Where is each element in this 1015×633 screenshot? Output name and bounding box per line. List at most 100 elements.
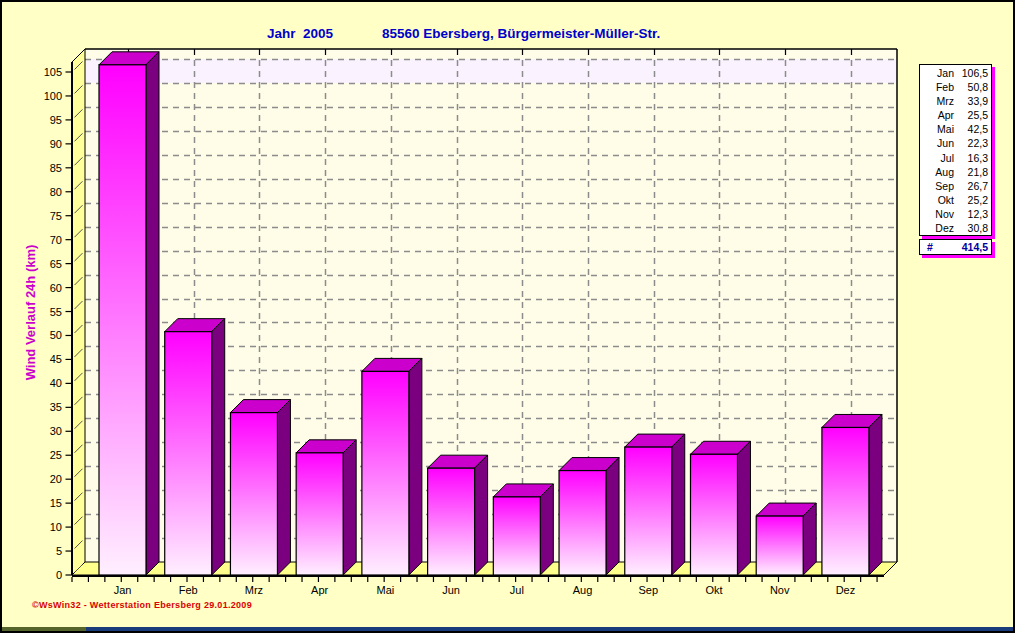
legend-month-label: Dez	[920, 221, 954, 235]
x-tick-label: Mai	[377, 584, 395, 596]
legend-row: Mai42,5	[920, 122, 988, 136]
bar-Feb	[165, 332, 212, 575]
legend-month-value: 42,5	[954, 122, 988, 136]
bar-side-Okt	[737, 441, 750, 575]
bar-Sep	[625, 447, 672, 575]
legend-row: Okt25,2	[920, 193, 988, 207]
bar-Jan	[99, 65, 146, 575]
y-tick-label: 10	[50, 521, 62, 533]
legend-month-label: Sep	[920, 179, 954, 193]
bar-side-Sep	[672, 434, 685, 575]
legend-total-box: # 414,5	[919, 239, 992, 255]
legend-row: Feb50,8	[920, 80, 988, 94]
bar-Mai	[362, 371, 409, 575]
y-tick-label: 60	[50, 282, 62, 294]
legend-box: Jan106,5Feb50,8Mrz33,9Apr25,5Mai42,5Jun2…	[919, 64, 992, 236]
legend-month-label: Mrz	[920, 94, 954, 108]
legend-month-value: 50,8	[954, 80, 988, 94]
y-tick-label: 70	[50, 234, 62, 246]
legend-row: Jul16,3	[920, 151, 988, 165]
plot-top-band	[85, 59, 897, 83]
x-tick-label: Jun	[442, 584, 460, 596]
legend-month-label: Nov	[920, 207, 954, 221]
x-tick-label: Apr	[311, 584, 328, 596]
legend-month-label: Mai	[920, 122, 954, 136]
legend-month-value: 26,7	[954, 179, 988, 193]
legend-row: Nov12,3	[920, 207, 988, 221]
bar-side-Nov	[803, 503, 816, 575]
y-tick-label: 95	[50, 114, 62, 126]
legend-month-value: 33,9	[954, 94, 988, 108]
bar-Aug	[559, 471, 606, 575]
y-tick-label: 40	[50, 377, 62, 389]
legend-row: Dez30,8	[920, 221, 988, 235]
bar-side-Jun	[475, 455, 488, 575]
y-tick-label: 20	[50, 473, 62, 485]
y-axis-label: Wind Verlauf 24h (km)	[24, 244, 39, 380]
legend-month-value: 25,2	[954, 193, 988, 207]
legend-month-label: Jul	[920, 151, 954, 165]
legend-month-value: 16,3	[954, 151, 988, 165]
x-tick-label: Aug	[573, 584, 593, 596]
y-tick-label: 105	[44, 66, 62, 78]
y-tick-label: 90	[50, 138, 62, 150]
legend-row: Mrz33,9	[920, 94, 988, 108]
bar-Jul	[493, 497, 540, 575]
legend-total-label: #	[927, 241, 933, 253]
y-tick-label: 65	[50, 258, 62, 270]
bar-side-Mai	[409, 358, 422, 575]
legend-row: Apr25,5	[920, 108, 988, 122]
y-tick-label: 50	[50, 329, 62, 341]
bar-side-Jul	[540, 484, 553, 575]
legend-month-value: 30,8	[954, 221, 988, 235]
bottom-edge-right	[86, 627, 1013, 631]
legend-month-label: Feb	[920, 80, 954, 94]
bar-Nov	[756, 516, 803, 575]
x-tick-label: Nov	[770, 584, 790, 596]
y-tick-label: 15	[50, 497, 62, 509]
legend-row: Aug21,8	[920, 165, 988, 179]
footer-credit: ©WsWin32 - Wetterstation Ebersberg 29.01…	[32, 600, 252, 610]
bar-side-Apr	[343, 440, 356, 575]
bar-side-Feb	[212, 319, 225, 575]
bar-side-Aug	[606, 458, 619, 575]
legend-month-label: Jan	[920, 66, 954, 80]
legend-month-value: 106,5	[954, 66, 988, 80]
legend-month-value: 12,3	[954, 207, 988, 221]
chart-title-station: 85560 Ebersberg, Bürgermeister-Müller-St…	[382, 26, 660, 41]
y-tick-label: 5	[56, 545, 62, 557]
chart-title-year: Jahr 2005	[267, 26, 333, 41]
x-tick-label: Jul	[510, 584, 524, 596]
y-tick-label: 85	[50, 162, 62, 174]
y-tick-label: 30	[50, 425, 62, 437]
x-tick-label: Mrz	[245, 584, 263, 596]
y-tick-label: 0	[56, 569, 62, 581]
y-tick-label: 55	[50, 306, 62, 318]
legend-month-value: 25,5	[954, 108, 988, 122]
wind-bar-chart: 0510152025303540455055606570758085909510…	[2, 2, 1015, 633]
bar-side-Mrz	[277, 400, 290, 575]
legend-total-value: 414,5	[962, 241, 988, 253]
bar-side-Jan	[146, 52, 159, 575]
x-tick-label: Jan	[114, 584, 132, 596]
legend-month-label: Okt	[920, 193, 954, 207]
legend-month-label: Apr	[920, 108, 954, 122]
x-tick-label: Feb	[179, 584, 198, 596]
x-tick-label: Dez	[836, 584, 856, 596]
bar-Dez	[822, 427, 869, 575]
x-tick-label: Okt	[705, 584, 722, 596]
legend-month-label: Jun	[920, 136, 954, 150]
bar-Apr	[296, 453, 343, 575]
legend-row: Jan106,5	[920, 66, 988, 80]
bar-Jun	[428, 468, 475, 575]
legend-month-value: 22,3	[954, 136, 988, 150]
legend-row: Sep26,7	[920, 179, 988, 193]
y-tick-label: 45	[50, 353, 62, 365]
y-tick-label: 35	[50, 401, 62, 413]
window-bottom-edge	[2, 627, 1013, 631]
x-tick-label: Sep	[638, 584, 658, 596]
y-tick-label: 80	[50, 186, 62, 198]
bottom-edge-left	[2, 627, 86, 631]
legend-row: Jun22,3	[920, 136, 988, 150]
y-tick-label: 100	[44, 90, 62, 102]
